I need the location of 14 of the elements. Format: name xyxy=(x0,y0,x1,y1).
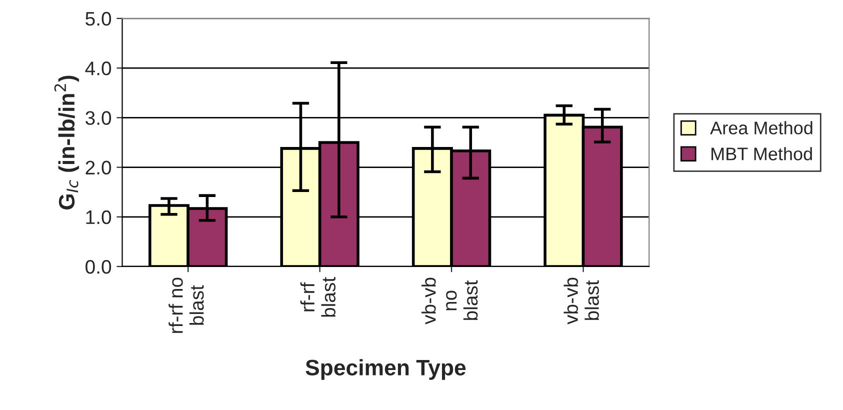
y-tick-label: 4.0 xyxy=(85,62,112,76)
y-tick-label: 3.0 xyxy=(86,111,112,125)
legend-label: Area Method xyxy=(710,121,812,134)
legend-label: MBT Method xyxy=(712,147,812,160)
y-tick-label: 2.0 xyxy=(86,160,112,175)
y-tick-label: 5.0 xyxy=(86,12,112,26)
y-axis-title: G$_{Ic}$ (in-lb/in$^{2}$) xyxy=(54,76,80,210)
x-tick-label: vb-vb blast xyxy=(564,278,599,324)
y-tick-label: 1.0 xyxy=(86,210,112,224)
x-tick-label: rf-rf no blast xyxy=(168,278,204,333)
x-tick-label: rf-rf blast xyxy=(300,277,336,317)
x-axis-title: Specimen Type xyxy=(306,359,466,380)
y-tick-label: 0.0 xyxy=(86,260,112,274)
x-tick-label: vb-vb no blast xyxy=(422,278,478,324)
